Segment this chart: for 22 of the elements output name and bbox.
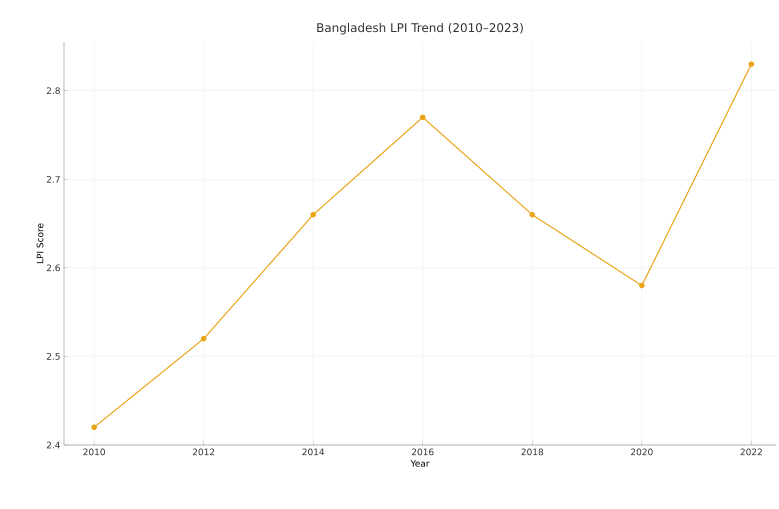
point — [420, 114, 426, 120]
point — [529, 212, 536, 218]
y-tick-label: 2.4 — [46, 442, 60, 448]
x-tick-label: 2020 — [631, 448, 653, 456]
chart-title: Bangladesh LPI Trend (2010–2023) — [317, 22, 523, 34]
point — [91, 424, 97, 430]
x-tick-label: 2016 — [412, 448, 434, 456]
point — [748, 61, 754, 67]
x-tick-label: 2010 — [83, 448, 105, 456]
point — [310, 212, 316, 218]
x-tick-label: 2018 — [522, 448, 544, 456]
y-axis-title: LPI Score — [36, 223, 44, 264]
y-tick-label: 2.8 — [46, 87, 60, 94]
y-tick-label: 2.6 — [46, 264, 60, 272]
y-tick-label: 2.7 — [46, 176, 60, 183]
x-tick-label: 2022 — [740, 448, 762, 456]
point — [639, 282, 645, 288]
x-tick-label: 2012 — [192, 448, 214, 456]
x-axis-title: Year — [410, 460, 430, 467]
x-tick-label: 2014 — [302, 448, 324, 456]
y-tick-label: 2.5 — [46, 353, 60, 360]
point — [200, 336, 206, 342]
